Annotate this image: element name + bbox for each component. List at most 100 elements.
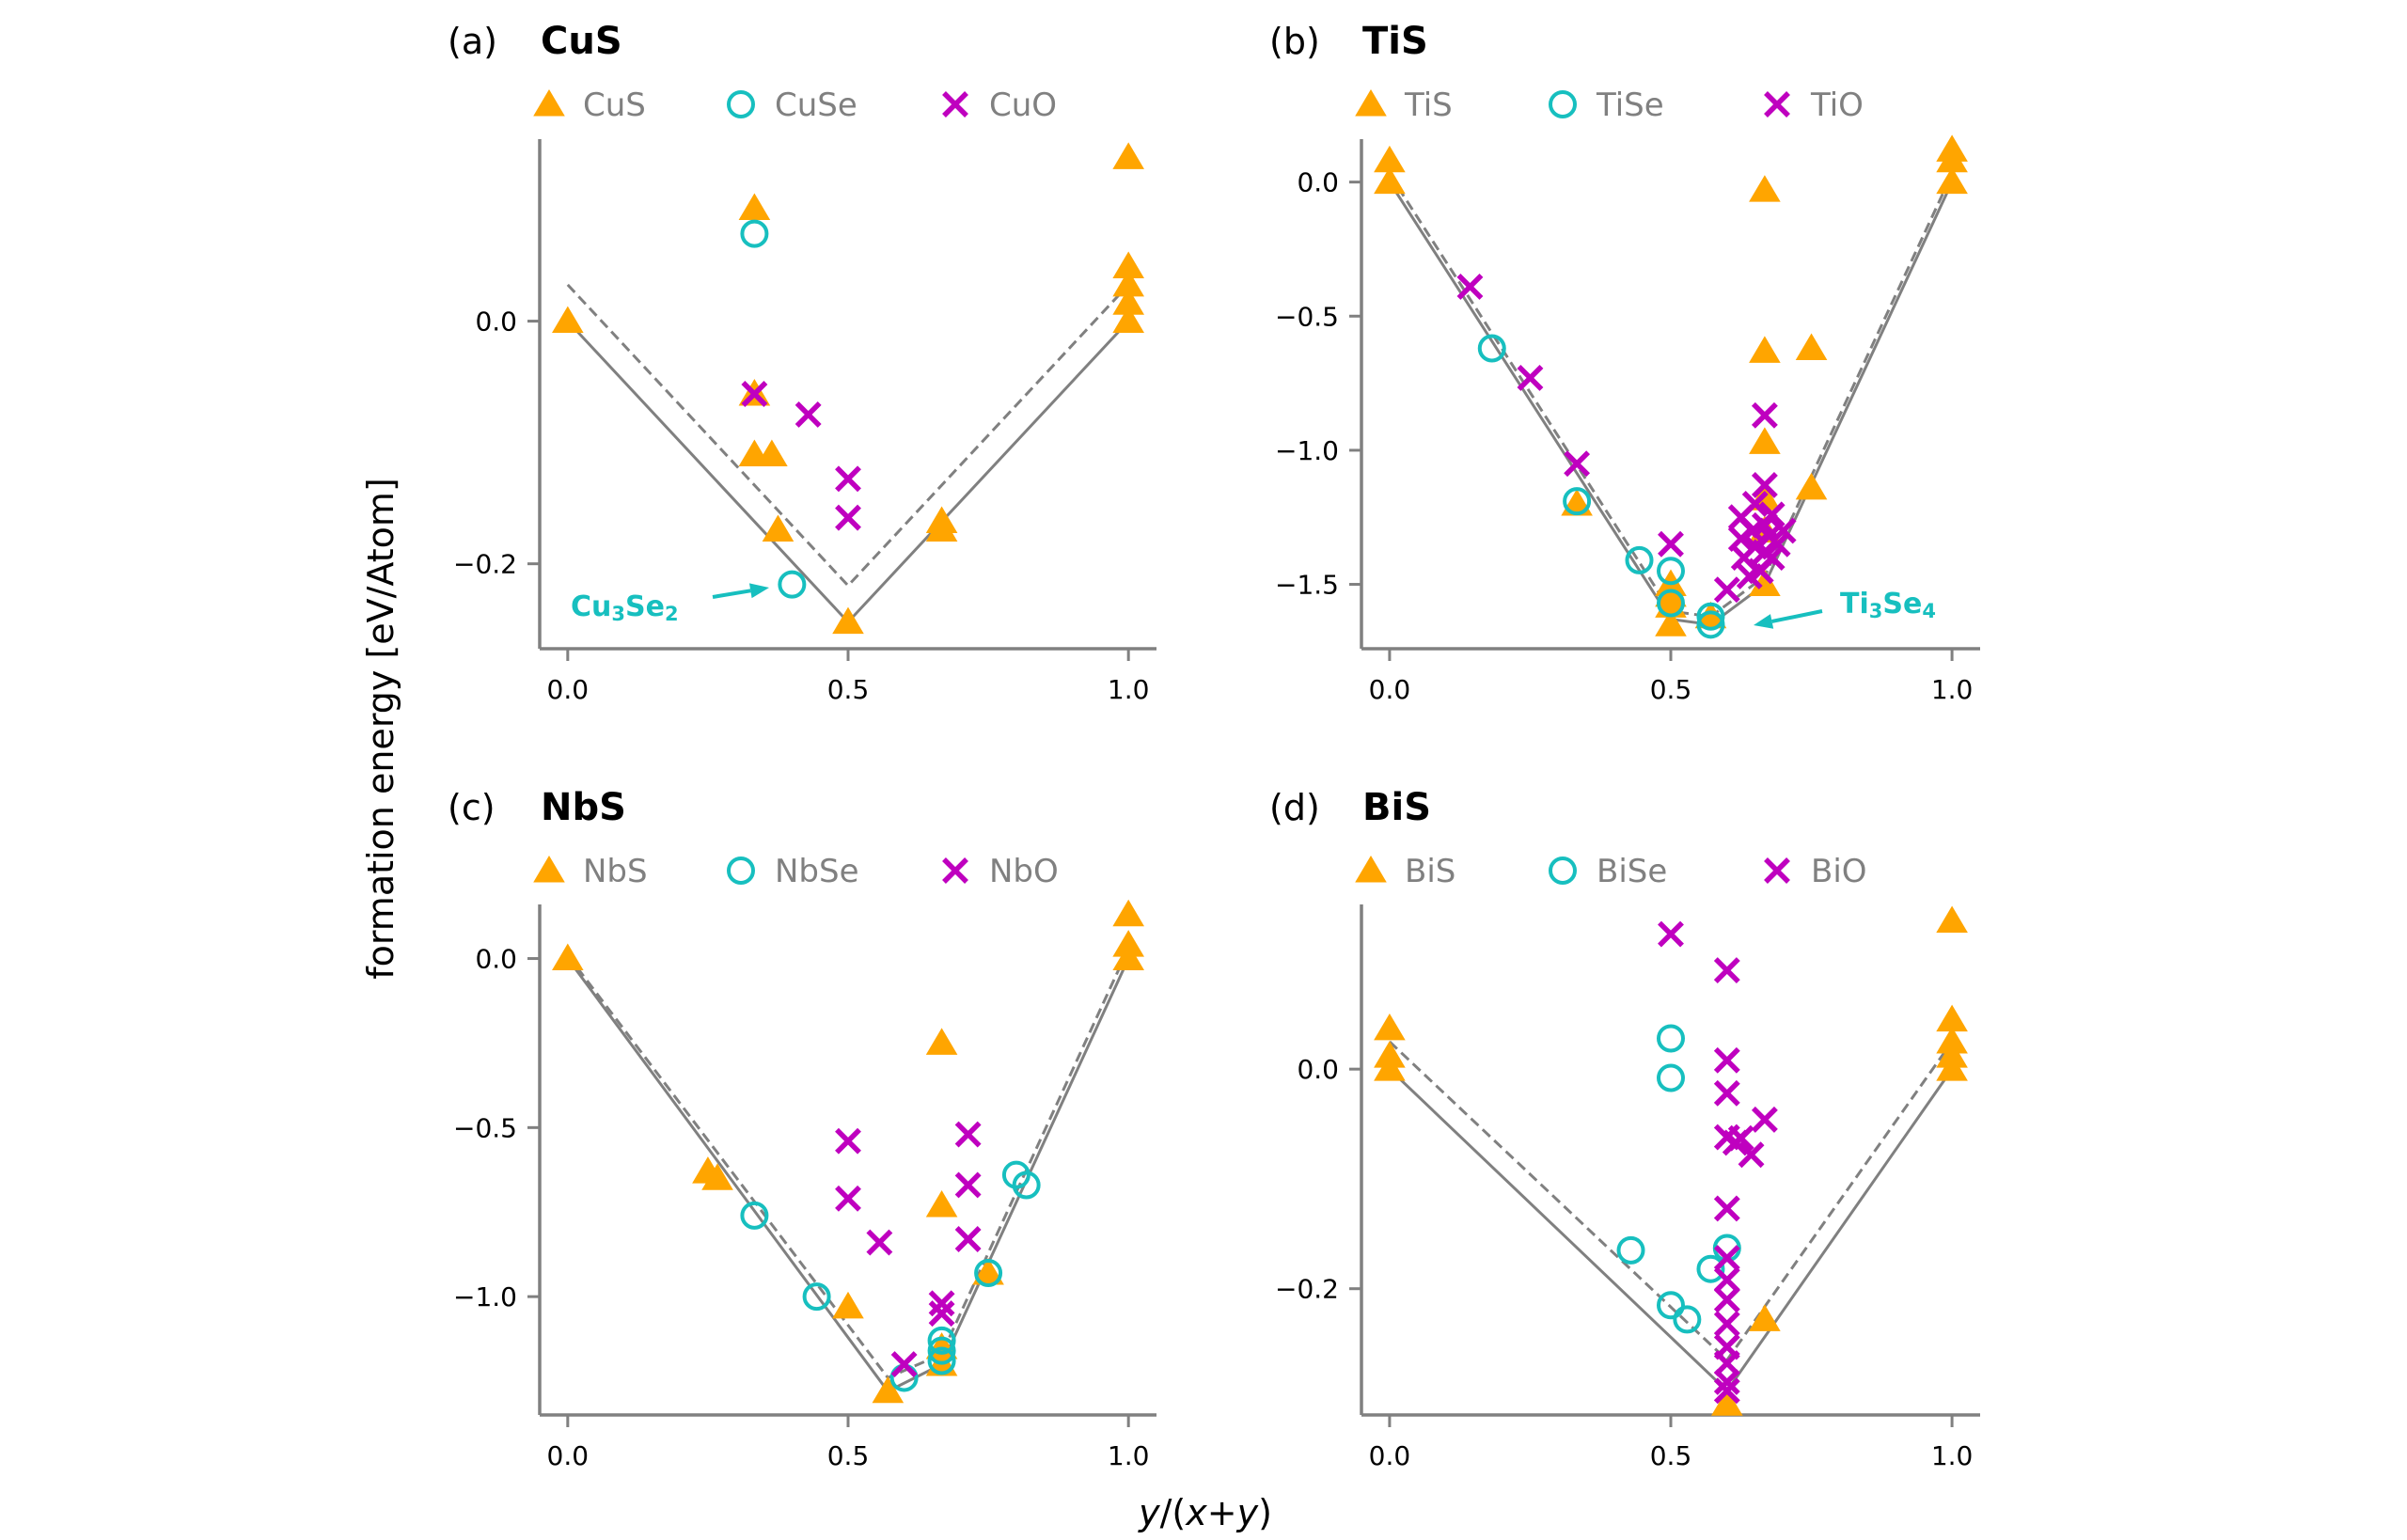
legend-circle-icon — [1549, 856, 1577, 885]
annotation-label: Cu3Se2 — [571, 590, 679, 625]
legend: CuS CuSe CuO — [533, 86, 1057, 124]
annotation-arrow — [1771, 609, 1823, 623]
x-tick-label: 0.5 — [1650, 1440, 1692, 1471]
data-point — [1713, 1195, 1740, 1222]
legend: TiS TiSe TiO — [1355, 86, 1864, 124]
data-point — [1657, 1024, 1685, 1053]
legend-label: CuS — [583, 86, 646, 124]
data-point — [890, 1351, 918, 1378]
annotation-arrowhead — [1754, 614, 1774, 629]
data-point — [802, 1282, 831, 1312]
data-point — [928, 1300, 955, 1328]
data-point — [1112, 899, 1144, 927]
data-point — [1713, 576, 1740, 604]
data-point — [1657, 589, 1685, 618]
hull-dashed-line — [1388, 173, 1954, 619]
panel-title: CuS — [541, 20, 622, 63]
annotation-arrowhead — [748, 583, 769, 599]
legend-cross-icon — [942, 91, 968, 118]
legend-label: NbSe — [775, 853, 859, 890]
data-point — [1374, 1054, 1406, 1081]
legend: NbS NbSe NbO — [533, 853, 1059, 890]
series-bio — [1658, 920, 1778, 1405]
legend-cross-icon — [942, 857, 968, 884]
data-point — [1696, 602, 1725, 631]
x-tick-label: 0.5 — [827, 674, 870, 705]
series-cuse — [740, 219, 807, 599]
legend-label: NbO — [989, 853, 1059, 890]
data-point — [1751, 401, 1778, 429]
y-tick-label: −1.5 — [1275, 570, 1339, 601]
data-point — [1749, 336, 1781, 363]
data-point — [1751, 1106, 1778, 1133]
data-point — [552, 306, 584, 334]
series-bis — [1374, 905, 1968, 1416]
data-point — [1374, 166, 1406, 195]
legend-label: BiO — [1811, 853, 1867, 890]
data-point — [738, 193, 771, 221]
legend-circle-icon — [727, 856, 755, 885]
data-point — [835, 1127, 861, 1155]
x-tick-label: 0.0 — [547, 1440, 590, 1471]
annotation-arrow — [712, 589, 751, 599]
y-tick-label: −1.0 — [453, 1281, 517, 1312]
legend-cross-icon — [1764, 91, 1790, 118]
x-tick-label: 1.0 — [1931, 674, 1974, 705]
hull-solid-line — [566, 320, 1130, 624]
panel-title: TiS — [1362, 20, 1428, 63]
data-point — [1456, 273, 1484, 300]
data-point — [832, 606, 864, 635]
data-point — [927, 1346, 956, 1375]
series-nbo — [835, 1121, 982, 1378]
legend-triangle-icon — [1355, 856, 1387, 883]
y-tick-label: −0.5 — [453, 1112, 517, 1143]
data-point — [1517, 364, 1544, 391]
data-point — [701, 1163, 733, 1190]
data-point — [1936, 166, 1968, 195]
hull-solid-line — [1388, 1068, 1954, 1393]
data-point — [1758, 501, 1786, 528]
legend-label: CuO — [989, 86, 1057, 124]
data-point — [1713, 1266, 1740, 1294]
data-point — [1936, 1004, 1968, 1032]
data-point — [835, 1185, 861, 1212]
panel-letter: (d) — [1269, 787, 1320, 828]
legend-cross-icon — [1764, 857, 1790, 884]
data-point — [974, 1258, 1003, 1287]
legend-label: NbS — [583, 853, 648, 890]
data-point — [972, 1257, 1004, 1285]
data-point — [1657, 1291, 1685, 1320]
data-point — [1696, 610, 1725, 639]
legend-label: BiS — [1405, 853, 1455, 890]
data-point — [1936, 1026, 1968, 1054]
x-tick-label: 0.0 — [547, 674, 590, 705]
x-tick-label: 0.5 — [827, 1440, 870, 1471]
data-point — [1112, 306, 1144, 334]
data-point — [928, 1290, 955, 1317]
panel-cus: 0.0 0.5 1.0 0.0 −0.2 (a) CuS CuS CuSe CuO Cu3Se2 — [448, 20, 1156, 705]
x-tick-label: 0.0 — [1369, 1440, 1411, 1471]
data-point — [1749, 427, 1781, 454]
data-point — [756, 439, 788, 467]
data-point — [1696, 1254, 1725, 1283]
data-point — [1694, 601, 1727, 629]
data-point — [1658, 530, 1684, 558]
data-point — [835, 465, 861, 493]
data-point — [741, 381, 768, 407]
data-point — [1936, 145, 1968, 173]
data-point — [1713, 1079, 1740, 1107]
data-point — [1936, 1054, 1968, 1081]
data-point — [1563, 487, 1592, 516]
series-tio — [1456, 273, 1797, 604]
legend-label: TiO — [1810, 86, 1864, 124]
legend-label: TiSe — [1596, 86, 1664, 124]
y-tick-label: 0.0 — [475, 306, 517, 338]
y-tick-label: 0.0 — [1297, 167, 1339, 198]
data-point — [1713, 1369, 1740, 1395]
data-point — [1713, 957, 1740, 984]
data-point — [1658, 920, 1684, 948]
data-point — [1657, 1063, 1685, 1092]
legend-label: BiSe — [1597, 853, 1667, 890]
data-point — [778, 570, 807, 599]
